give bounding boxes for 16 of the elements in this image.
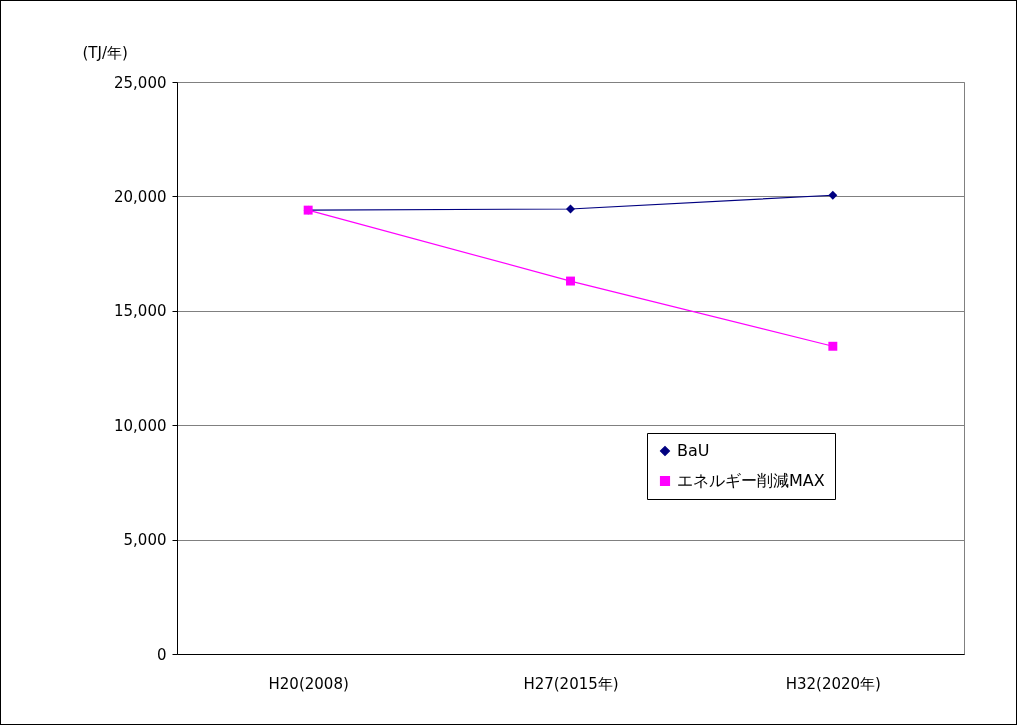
x-tick-label: H32(2020年): [785, 674, 881, 693]
point: [566, 276, 575, 286]
y-tick-label: 10,000: [114, 416, 167, 435]
y-axis-title: (TJ/年): [82, 43, 128, 62]
legend-label: エネルギー削減MAX: [677, 471, 825, 490]
x-tick-label: H20(2008): [268, 674, 349, 693]
y-tick-label: 25,000: [114, 73, 167, 92]
y-tick-label: 15,000: [114, 302, 167, 321]
point: [828, 341, 838, 351]
legend-label: BaU: [677, 441, 710, 460]
y-tick-label: 20,000: [114, 187, 167, 206]
point: [828, 190, 838, 200]
y-tick-label: 5,000: [123, 531, 167, 550]
x-tick-label: H27(2015年): [523, 674, 619, 693]
y-tick-label: 0: [156, 645, 167, 664]
point: [566, 204, 575, 214]
